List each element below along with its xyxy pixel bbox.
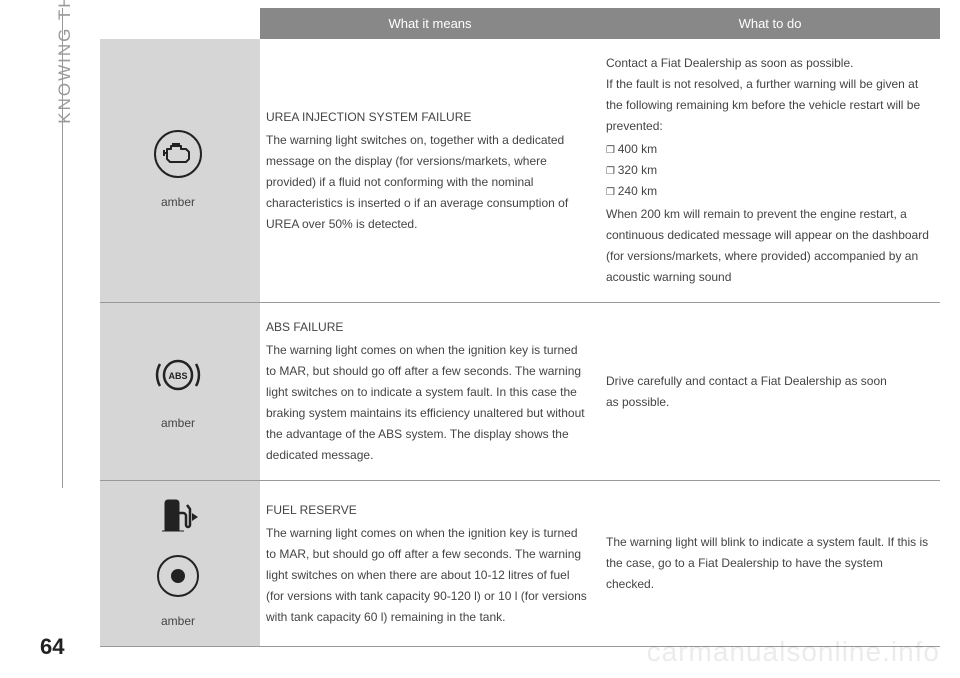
bullet: 240 km — [606, 181, 930, 202]
icon-caption: amber — [161, 192, 195, 213]
means-body: The warning light comes on when the igni… — [266, 523, 590, 628]
todo-body: The warning light will blink to indicate… — [606, 532, 930, 595]
page-content: What it means What to do amber — [40, 8, 940, 647]
todo-cell: Contact a Fiat Dealership as soon as pos… — [600, 39, 940, 303]
svg-text:ABS: ABS — [168, 371, 187, 381]
header-todo: What to do — [600, 8, 940, 39]
icon-cell-fuel: amber — [100, 481, 260, 647]
icon-caption: amber — [161, 413, 195, 434]
table-row: ABS amber ABS FAILURE The warning light … — [100, 303, 940, 481]
page-number: 64 — [40, 634, 64, 660]
todo-cell: Drive carefully and contact a Fiat Deale… — [600, 303, 940, 481]
means-body: The warning light switches on, together … — [266, 130, 590, 235]
watermark: carmanualsonline.info — [647, 636, 940, 668]
fuel-pump-icon — [156, 495, 200, 542]
header-means: What it means — [260, 8, 600, 39]
todo-post: When 200 km will remain to prevent the e… — [606, 204, 930, 288]
bullet: 400 km — [606, 139, 930, 160]
means-title: FUEL RESERVE — [266, 500, 590, 521]
means-title: UREA INJECTION SYSTEM FAILURE — [266, 107, 590, 128]
todo-pre: Contact a Fiat Dealership as soon as pos… — [606, 53, 930, 137]
icon-cell-engine: amber — [100, 39, 260, 303]
means-cell: ABS FAILURE The warning light comes on w… — [260, 303, 600, 481]
todo-bullets: 400 km 320 km 240 km — [606, 139, 930, 202]
header-blank — [100, 8, 260, 39]
means-title: ABS FAILURE — [266, 317, 590, 338]
fuel-dot-icon — [156, 554, 200, 605]
table-header-row: What it means What to do — [100, 8, 940, 39]
bullet: 320 km — [606, 160, 930, 181]
means-cell: UREA INJECTION SYSTEM FAILURE The warnin… — [260, 39, 600, 303]
icon-cell-abs: ABS amber — [100, 303, 260, 481]
warning-lights-table: What it means What to do amber — [100, 8, 940, 647]
table-row: amber UREA INJECTION SYSTEM FAILURE The … — [100, 39, 940, 303]
todo-body: Drive carefully and contact a Fiat Deale… — [606, 371, 930, 413]
table-row: amber FUEL RESERVE The warning light com… — [100, 481, 940, 647]
means-body: The warning light comes on when the igni… — [266, 340, 590, 466]
means-cell: FUEL RESERVE The warning light comes on … — [260, 481, 600, 647]
engine-icon — [153, 129, 203, 186]
todo-cell: The warning light will blink to indicate… — [600, 481, 940, 647]
abs-icon: ABS — [153, 350, 203, 407]
icon-caption: amber — [161, 611, 195, 632]
